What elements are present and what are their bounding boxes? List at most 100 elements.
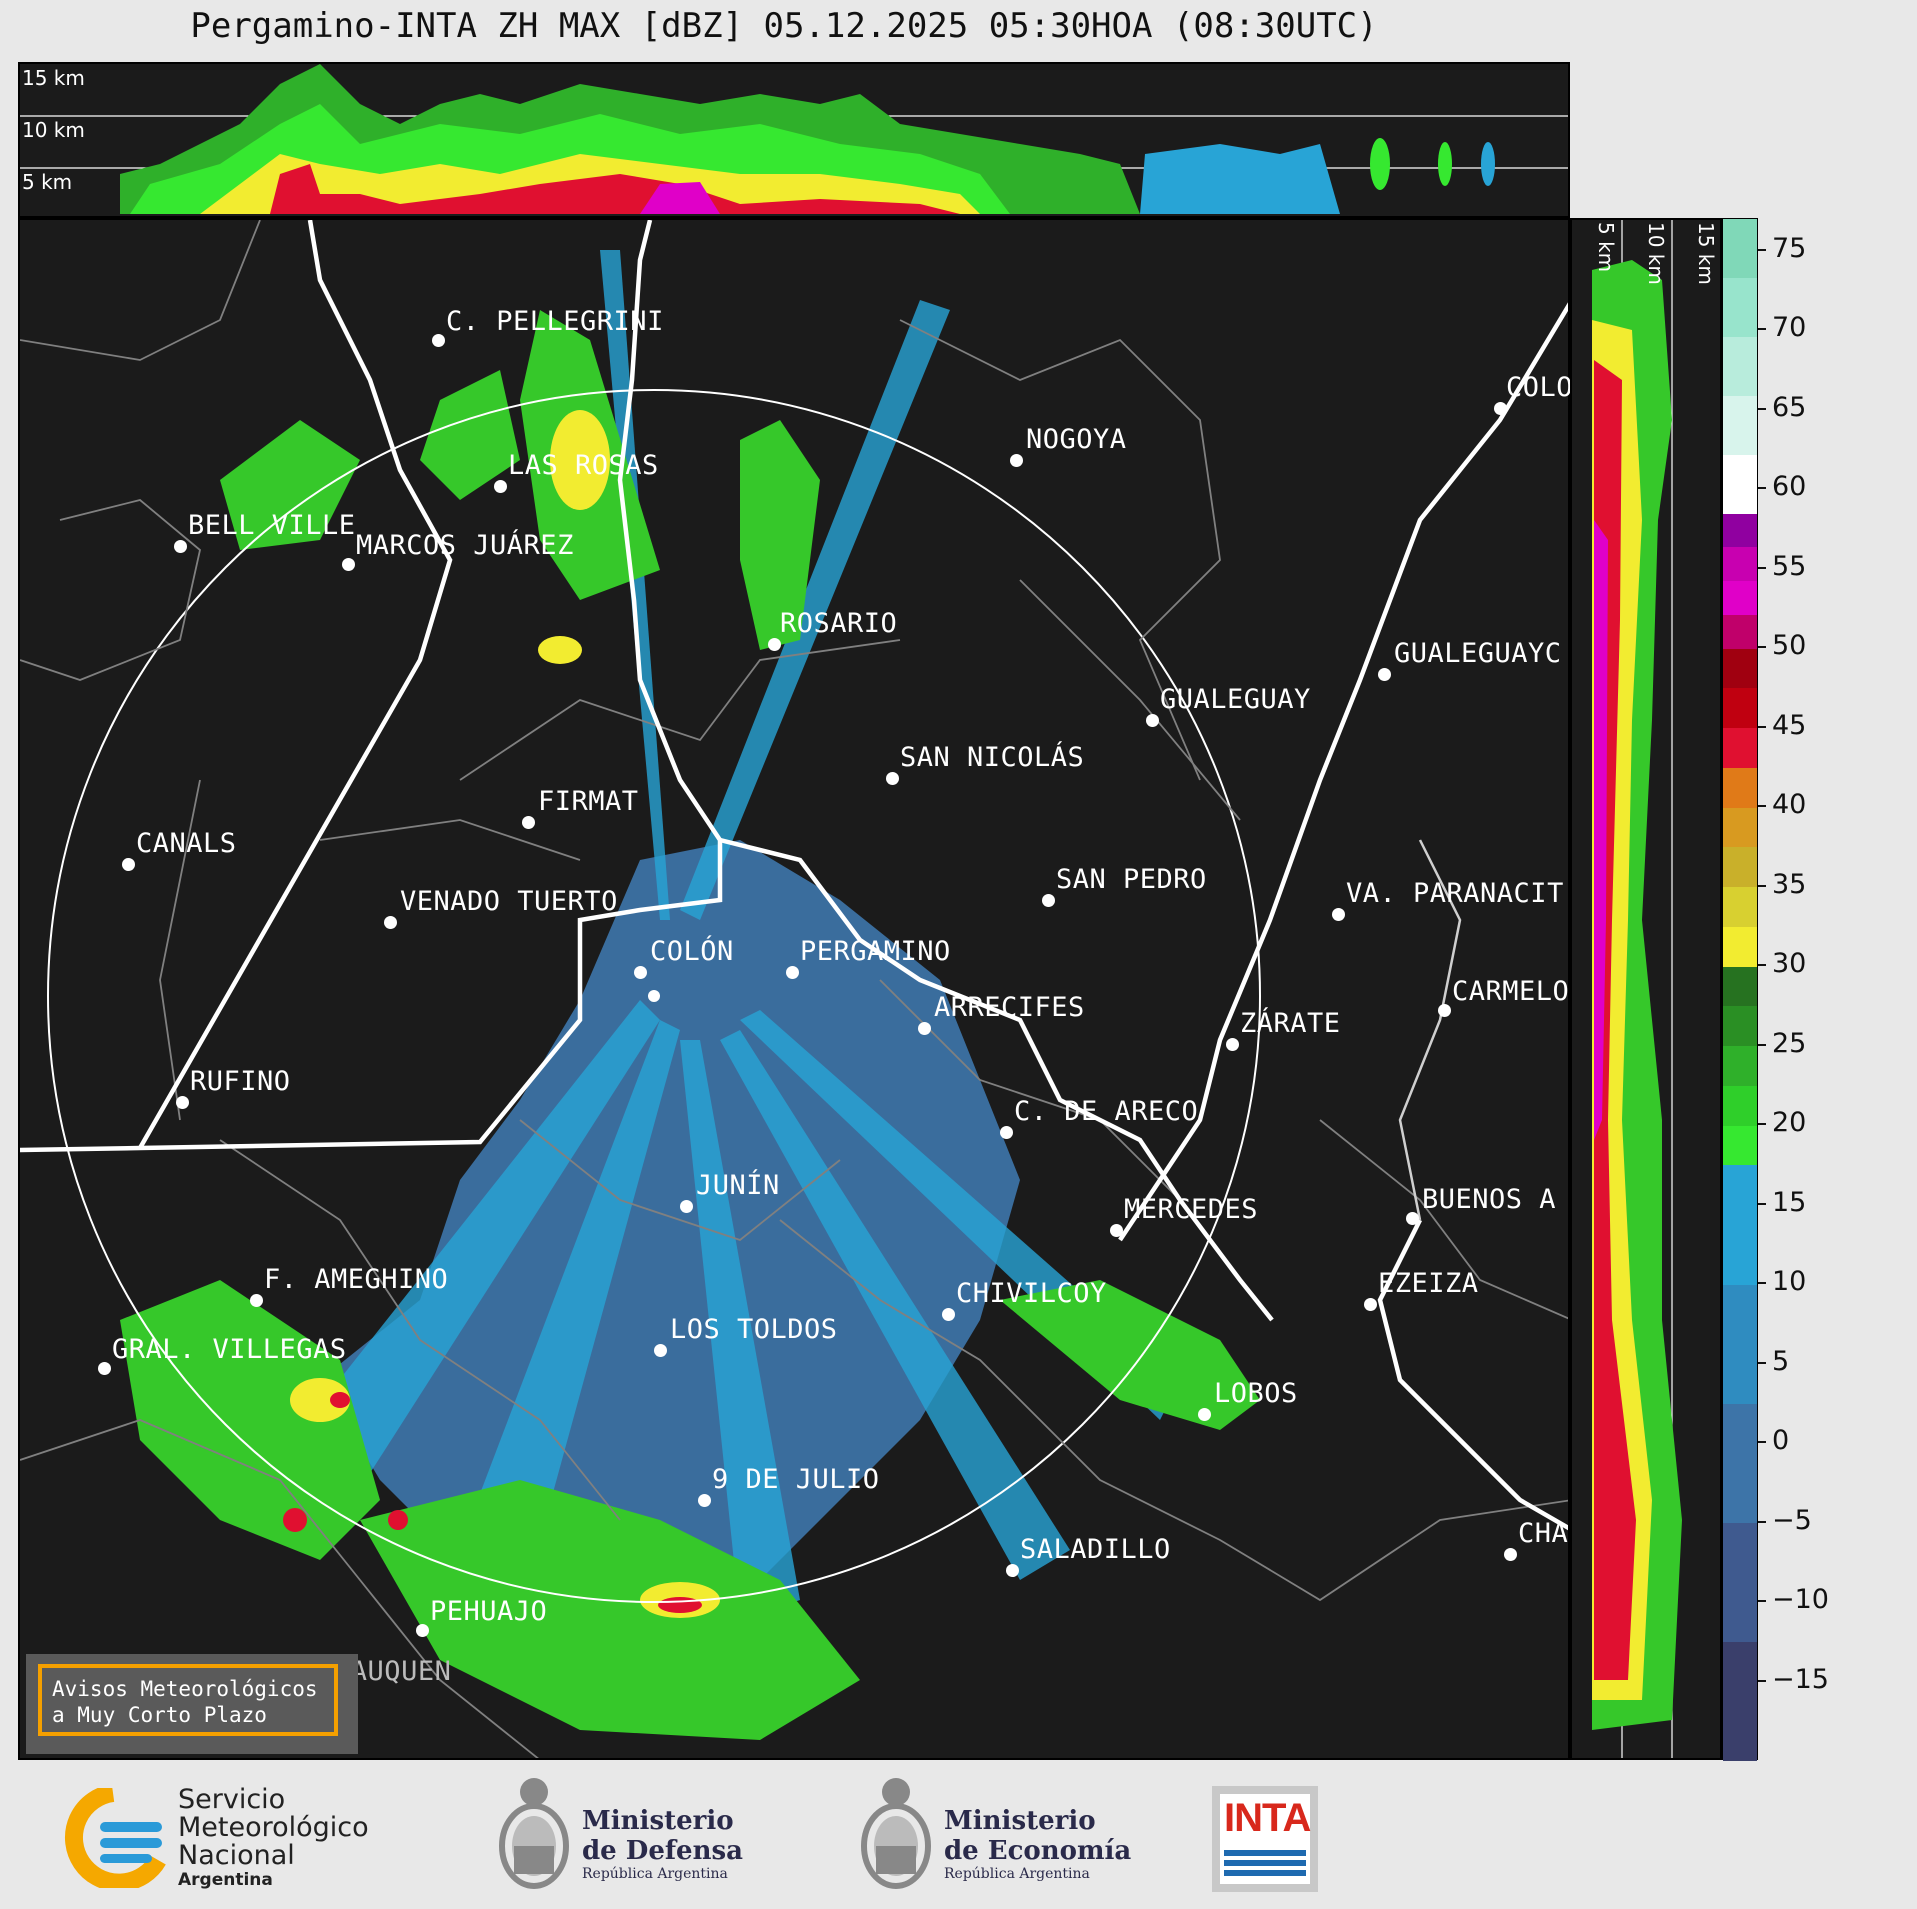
city-label: BUENOS A (1422, 1184, 1557, 1215)
colorbar-band (1723, 1522, 1757, 1643)
side-altitude-label: 5 km (1594, 222, 1618, 273)
colorbar-band (1723, 1641, 1757, 1762)
smn-line: Nacional (178, 1840, 295, 1871)
colorbar-tick-label: 35 (1772, 868, 1807, 900)
colorbar-band (1723, 454, 1757, 514)
city-marker (1438, 1004, 1451, 1017)
city-label: COLO (1506, 372, 1574, 403)
coat-of-arms-icon (499, 1778, 569, 1889)
colorbar-tick (1758, 646, 1766, 649)
city-label: SAN NICOLÁS (900, 742, 1085, 773)
inta-text: INTA (1224, 1796, 1311, 1840)
city-label: LOBOS (1214, 1378, 1298, 1409)
city-label: CHA (1518, 1518, 1569, 1549)
aviso-line: Avisos Meteorológicos (52, 1677, 318, 1701)
city-marker (176, 1096, 189, 1109)
city-marker (1378, 668, 1391, 681)
top-altitude-label: 15 km (22, 66, 85, 90)
colorbar-tick-label: 30 (1772, 948, 1807, 980)
colorbar-tick-label: 25 (1772, 1027, 1807, 1059)
city-marker (250, 1294, 263, 1307)
city-label: BELL VILLE (188, 510, 356, 541)
blue-radial-streaks (260, 250, 1180, 1620)
range-ring (47, 389, 1261, 1603)
colorbar-band (1723, 1284, 1757, 1404)
city-marker (886, 772, 899, 785)
city-marker (654, 1344, 667, 1357)
city-label: F. AMEGHINO (264, 1264, 449, 1295)
colorbar-tick (1758, 487, 1766, 490)
colorbar-tick (1758, 805, 1766, 808)
economia-line: República Argentina (944, 1866, 1090, 1882)
colorbar-band (1723, 513, 1757, 548)
colorbar-tick (1758, 1123, 1766, 1126)
city-label: GUALEGUAY (1160, 684, 1311, 715)
colorbar-tick-label: 50 (1772, 630, 1807, 662)
city-label: EZEIZA (1378, 1268, 1479, 1299)
city-marker (1146, 714, 1159, 727)
smn-line: Servicio (178, 1784, 286, 1815)
top-cross-section-plot (20, 64, 1568, 214)
city-label: GUALEGUAYC (1394, 638, 1562, 669)
city-label: COLÓN (650, 936, 734, 967)
major-boundaries (20, 220, 1568, 1531)
colorbar-band (1723, 966, 1757, 1007)
city-marker (342, 558, 355, 571)
city-marker (1198, 1408, 1211, 1421)
economia-text: Ministerio de Economía República Argenti… (944, 1806, 1131, 1882)
city-label: VENADO TUERTO (400, 886, 618, 917)
smn-logo (58, 1788, 168, 1888)
colorbar-band (1723, 807, 1757, 848)
colorbar-tick-label: 65 (1772, 391, 1807, 423)
colorbar-tick (1758, 1361, 1766, 1364)
top-cross-section-panel: 15 km 10 km 5 km (18, 62, 1570, 218)
aviso-line: a Muy Corto Plazo (52, 1703, 267, 1727)
side-altitude-label: 10 km (1644, 222, 1668, 285)
city-label: C. DE ARECO (1014, 1096, 1199, 1127)
smn-line: Argentina (178, 1870, 273, 1890)
city-label: VA. PARANACIT (1346, 878, 1564, 909)
colorbar-tick (1758, 248, 1766, 251)
colorbar-band (1723, 614, 1757, 649)
city-label: ROSARIO (780, 608, 898, 639)
colorbar-tick (1758, 884, 1766, 887)
radar-site-marker (648, 990, 660, 1002)
city-marker (1042, 894, 1055, 907)
city-marker (1364, 1298, 1377, 1311)
chart-title: Pergamino-INTA ZH MAX [dBZ] 05.12.2025 0… (190, 6, 1378, 46)
colorbar-band (1723, 886, 1757, 927)
colorbar-tick-label: 20 (1772, 1107, 1807, 1139)
city-label: PERGAMINO (800, 936, 951, 967)
colorbar-band (1723, 1125, 1757, 1166)
defensa-logo (494, 1774, 574, 1896)
dbz-colorbar (1722, 218, 1758, 1762)
colorbar-tick (1758, 1043, 1766, 1046)
city-marker (1000, 1126, 1013, 1139)
colorbar-band (1723, 1164, 1757, 1285)
city-marker (768, 638, 781, 651)
colorbar-tick (1758, 1600, 1766, 1603)
city-label: C. PELLEGRINI (446, 306, 664, 337)
colorbar-band (1723, 1403, 1757, 1524)
department-borders (20, 220, 1568, 1758)
side-cross-section-panel: 5 km 10 km 15 km (1570, 218, 1722, 1760)
radar-map (20, 220, 1568, 1758)
colorbar-tick-label: 40 (1772, 789, 1807, 821)
top-altitude-label: 10 km (22, 118, 85, 142)
colorbar-tick-label: 5 (1772, 1345, 1790, 1377)
colorbar-band (1723, 1085, 1757, 1126)
colorbar-tick (1758, 1520, 1766, 1523)
city-label: ARRECIFES (934, 992, 1085, 1023)
colorbar-band (1723, 1045, 1757, 1086)
city-label: SALADILLO (1020, 1534, 1171, 1565)
city-label: CARMELO (1452, 976, 1570, 1007)
colorbar-band (1723, 219, 1757, 279)
city-label: GRAL. VILLEGAS (112, 1334, 347, 1365)
colorbar-band (1723, 767, 1757, 808)
city-label: SAN PEDRO (1056, 864, 1207, 895)
colorbar-tick-label: 0 (1772, 1425, 1790, 1457)
city-marker (98, 1362, 111, 1375)
colorbar-tick (1758, 1202, 1766, 1205)
city-label: PEHUAJO (430, 1596, 548, 1627)
city-marker (1010, 454, 1023, 467)
